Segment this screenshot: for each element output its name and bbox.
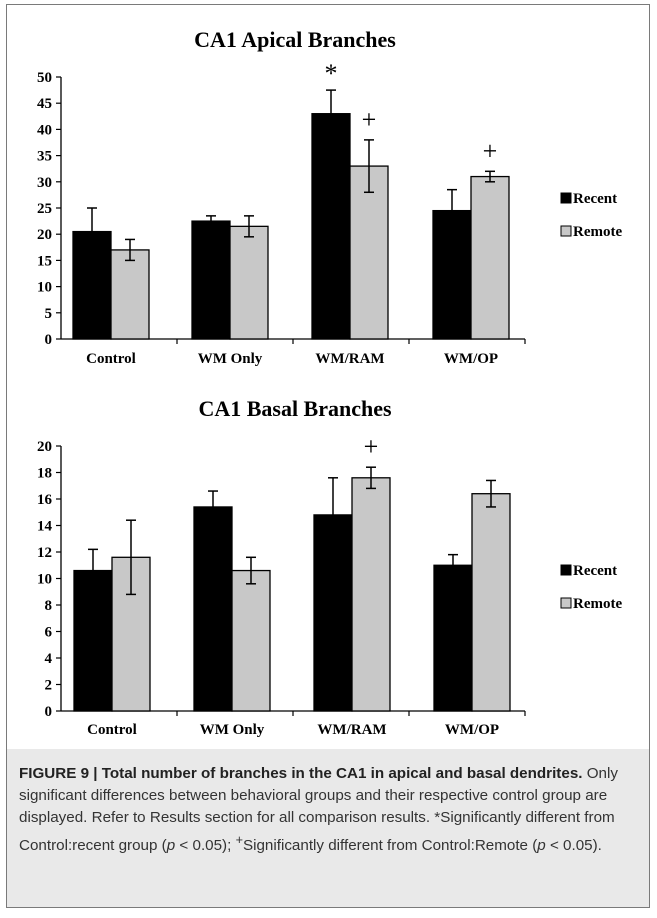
bar-remote [471, 493, 511, 712]
y-tick-label: 18 [37, 466, 52, 482]
caption-text-1: Only significant differences between beh… [19, 765, 618, 855]
x-category-label: WM Only [198, 351, 263, 367]
y-tick-label: 0 [45, 332, 53, 348]
legend-label-remote: Remote [573, 224, 622, 240]
y-tick-label: 12 [37, 545, 52, 561]
x-category-label: WM/OP [445, 722, 499, 738]
x-category-label: Control [87, 722, 137, 738]
y-tick-label: 5 [45, 306, 53, 322]
y-tick-label: 0 [45, 704, 53, 720]
legend-swatch-recent [560, 564, 572, 576]
caption-p-2: p [537, 837, 546, 855]
caption-body: Only significant differences between beh… [19, 765, 618, 854]
legend-swatch-remote [560, 225, 572, 237]
bar-recent [432, 209, 472, 340]
caption-text-4: < 0.05). [545, 837, 602, 855]
y-tick-label: 2 [45, 678, 53, 694]
y-tick-label: 20 [37, 227, 52, 243]
y-tick-label: 20 [37, 439, 52, 455]
bar-remote [110, 249, 150, 340]
x-category-label: Control [86, 351, 136, 367]
y-tick-label: 10 [37, 572, 52, 588]
bar-recent [193, 506, 233, 712]
y-tick-label: 10 [37, 280, 52, 296]
significance-star: * [325, 59, 338, 88]
y-tick-label: 50 [37, 70, 52, 86]
x-category-label: WM/RAM [315, 351, 384, 367]
bar-recent [191, 220, 231, 340]
y-tick-label: 16 [37, 492, 53, 508]
legend-swatch-recent [560, 192, 572, 204]
y-tick-label: 15 [37, 253, 52, 269]
caption-text-3: Significantly different from Control:Rem… [242, 837, 538, 855]
bar-remote [229, 225, 269, 340]
x-category-label: WM/OP [444, 351, 498, 367]
x-category-label: WM/RAM [317, 722, 386, 738]
significance-plus: + [483, 136, 498, 165]
y-tick-label: 4 [45, 651, 53, 667]
y-tick-label: 14 [37, 519, 53, 535]
y-tick-label: 25 [37, 201, 52, 217]
figure-caption: FIGURE 9 | Total number of branches in t… [7, 749, 649, 907]
bar-recent [433, 564, 473, 712]
legend-label-remote: Remote [573, 596, 622, 612]
bar-remote [349, 165, 389, 340]
bar-recent [311, 113, 351, 340]
caption-text-2: < 0.05); [175, 837, 236, 855]
caption-plus: + [235, 833, 243, 847]
y-tick-label: 35 [37, 149, 52, 165]
legend-label-recent: Recent [573, 191, 617, 207]
y-tick-label: 45 [37, 96, 52, 112]
y-tick-label: 40 [37, 122, 52, 138]
chart-2: CA1 Basal Branches 0 2 4 6 8 10 12 14 16 18 20 Contr… [37, 396, 622, 738]
chart-title: CA1 Apical Branches [194, 27, 396, 52]
charts-canvas: CA1 Apical Branches05101520253035404550C… [37, 27, 622, 738]
bar-recent [73, 569, 113, 712]
bar-remote [470, 175, 510, 340]
caption-title: FIGURE 9 | Total number of branches in t… [19, 765, 583, 782]
bar-remote [351, 477, 391, 712]
bar-remote [231, 569, 271, 712]
chart-title: CA1 Basal Branches [198, 396, 392, 421]
y-tick-label: 30 [37, 175, 52, 191]
significance-plus: + [364, 432, 379, 461]
legend-label-recent: Recent [573, 563, 617, 579]
y-tick-label: 8 [45, 598, 53, 614]
legend-swatch-remote [560, 597, 572, 609]
x-category-label: WM Only [200, 722, 265, 738]
significance-plus: + [362, 105, 377, 134]
caption-p-1: p [166, 837, 176, 855]
y-tick-label: 6 [45, 625, 53, 641]
chart-1: CA1 Apical Branches 0 5 10 15 20 25 30 35 40 45 50 C… [37, 27, 622, 367]
